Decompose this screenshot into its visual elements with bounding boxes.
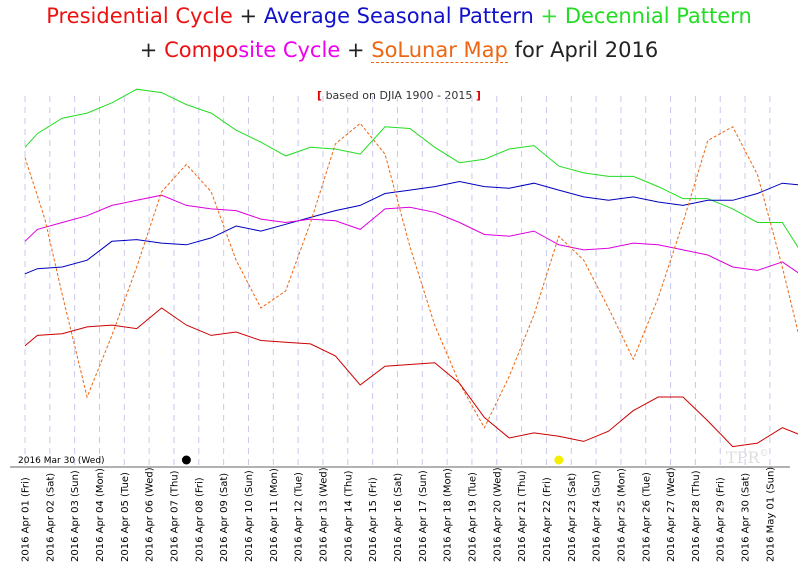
title-plus-3: +: [139, 38, 158, 62]
x-tick-label: 2016 Apr 09 (Sat): [219, 473, 230, 562]
chart-title-line-2: + Composite Cycle + SoLunar Map for Apri…: [0, 38, 798, 63]
series-line-composite-cycle: [24, 194, 798, 274]
x-tick-label: 2016 Apr 13 (Wed): [318, 467, 329, 562]
x-tick-label: 2016 Apr 14 (Thu): [343, 470, 354, 562]
series-line-presidential-cycle: [24, 307, 798, 448]
x-tick-label: 2016 Apr 23 (Sat): [567, 473, 578, 562]
x-tick-label: 2016 Apr 03 (Sun): [70, 470, 81, 562]
x-tick-label: 2016 Apr 04 (Mon): [95, 468, 106, 562]
x-tick-label: 2016 Apr 25 (Mon): [616, 468, 627, 562]
title-solunar: SoLunar Map: [371, 38, 508, 63]
series-line-solunar-map: [24, 122, 798, 429]
x-tick-label: 2016 Apr 01 (Fri): [21, 477, 32, 562]
x-tick-label: 2016 Apr 26 (Tue): [641, 472, 652, 562]
x-tick-label: 2016 Apr 30 (Sat): [741, 473, 752, 562]
vertical-grid: [24, 96, 771, 466]
series-lines: [24, 88, 798, 448]
title-composite-c: Cycle: [282, 38, 341, 62]
chart-subtitle: [ based on DJIA 1900 - 2015 ]: [0, 89, 798, 102]
x-tick-label: 2016 Apr 19 (Tue): [467, 472, 478, 562]
title-seasonal: Average Seasonal Pattern: [263, 4, 534, 28]
x-tick-label: 2016 Apr 28 (Thu): [691, 470, 702, 562]
title-plus-2: +: [540, 4, 559, 28]
chart-title-line-1: Presidential Cycle + Average Seasonal Pa…: [0, 4, 798, 28]
x-tick-label: 2016 Apr 24 (Sun): [592, 470, 603, 562]
moon-markers: [181, 455, 564, 465]
watermark-text: TPR: [726, 448, 760, 467]
x-tick-label: 2016 Apr 27 (Wed): [666, 467, 677, 562]
x-tick-label: 2016 Apr 06 (Wed): [145, 467, 156, 562]
watermark: TPR©: [726, 448, 768, 467]
title-decennial: Decennial Pattern: [564, 4, 752, 28]
title-plus-1: +: [239, 4, 258, 28]
start-date-label: 2016 Mar 30 (Wed): [18, 456, 105, 466]
title-suffix: for April 2016: [514, 38, 659, 62]
x-tick-labels: 2016 Apr 01 (Fri) 2016 Apr 02 (Sat) 2016 A…: [21, 467, 777, 562]
watermark-sup: ©: [759, 449, 768, 459]
x-tick-label: 2016 Apr 17 (Sun): [418, 470, 429, 562]
x-tick-label: 2016 Apr 15 (Fri): [368, 477, 379, 562]
series-line-average-seasonal-pattern: [24, 180, 798, 275]
x-tick-label: 2016 Apr 20 (Wed): [492, 467, 503, 562]
subtitle-bracket-close: ]: [475, 89, 481, 102]
x-tick-label: 2016 Apr 02 (Sat): [45, 473, 56, 562]
title-plus-4: +: [346, 38, 365, 62]
x-tick-label: 2016 Apr 10 (Sun): [244, 470, 255, 562]
x-tick-label: 2016 Apr 21 (Thu): [517, 470, 528, 562]
x-tick-label: 2016 Apr 16 (Sat): [393, 473, 404, 562]
x-tick-label: 2016 Apr 07 (Thu): [169, 470, 180, 562]
series-line-decennial-pattern: [24, 88, 798, 249]
x-tick-label: 2016 May 01 (Sun): [765, 467, 776, 562]
x-tick-label: 2016 Apr 12 (Tue): [294, 472, 305, 562]
title-composite-b: site: [238, 38, 277, 62]
x-tick-label: 2016 Apr 22 (Fri): [542, 477, 553, 562]
subtitle-text: based on DJIA 1900 - 2015: [325, 89, 473, 102]
new-moon-marker: [181, 455, 191, 465]
x-tick-label: 2016 Apr 05 (Tue): [120, 472, 131, 562]
full-moon-marker: [554, 455, 564, 465]
x-tick-label: 2016 Apr 11 (Mon): [269, 468, 280, 562]
x-tick-label: 2016 Apr 08 (Fri): [194, 477, 205, 562]
x-tick-label: 2016 Apr 18 (Mon): [443, 468, 454, 562]
title-composite-a: Compo: [164, 38, 239, 62]
subtitle-bracket-open: [: [317, 89, 323, 102]
x-tick-label: 2016 Apr 29 (Fri): [716, 477, 727, 562]
title-presidential: Presidential Cycle: [46, 4, 233, 28]
